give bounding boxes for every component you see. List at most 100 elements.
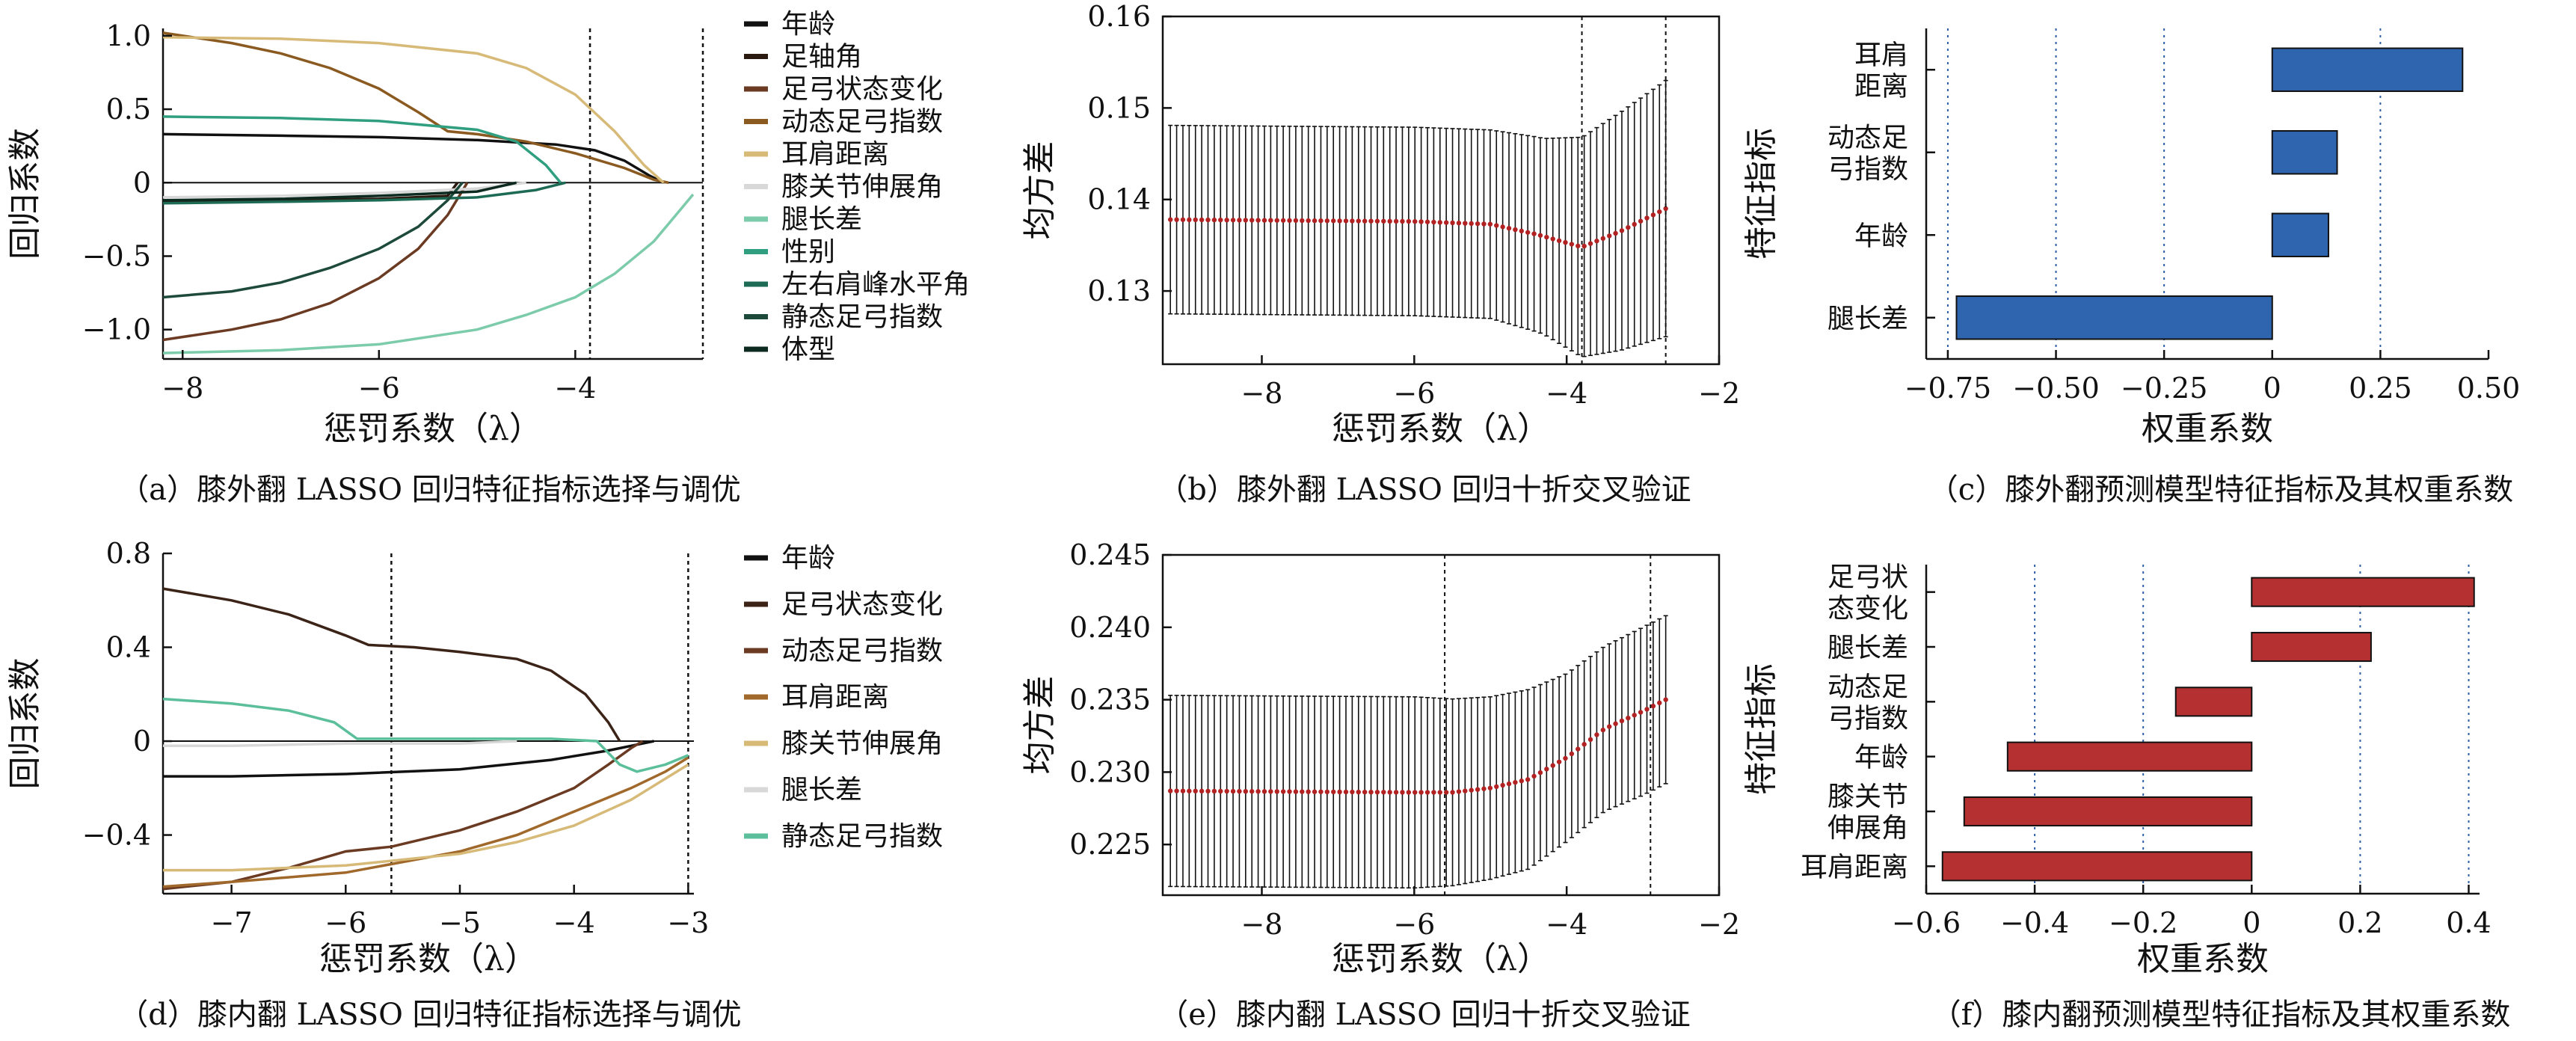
mse-point	[1199, 788, 1205, 794]
panel-caption: （b）膝外翻 LASSO 回归十折交叉验证	[1158, 473, 1691, 507]
x-tick-label: −4	[1546, 377, 1587, 410]
y-tick-label: 0.16	[1087, 0, 1151, 33]
mse-point	[1500, 782, 1505, 788]
mse-point	[1368, 218, 1374, 224]
category-label: 弓指数	[1828, 703, 1908, 734]
coef-path-1	[162, 132, 665, 184]
mse-point	[1619, 718, 1625, 724]
x-tick-label: −0.25	[2121, 372, 2207, 405]
mse-point	[1594, 732, 1599, 737]
x-tick-label: −4	[1546, 908, 1587, 941]
mse-point	[1569, 242, 1575, 247]
mse-point	[1519, 779, 1524, 784]
mse-point	[1563, 239, 1568, 245]
mse-point	[1249, 789, 1255, 794]
x-axis-label: 惩罚系数（λ）	[324, 410, 542, 448]
coef-path-9	[162, 181, 566, 205]
panel-a: （a）膝外翻 LASSO 回归特征指标选择与调优 惩罚系数（λ） 年龄足轴角足弓状态…	[6, 9, 970, 507]
mse-point	[1569, 751, 1575, 757]
mse-point	[1418, 790, 1424, 795]
mse-point	[1293, 789, 1299, 794]
mse-point	[1657, 700, 1662, 706]
y-axis-label: 特征指标	[1742, 663, 1780, 795]
y-tick-label: 0.240	[1069, 611, 1151, 644]
mse-point	[1443, 220, 1449, 225]
weight-bar	[1955, 295, 2273, 340]
coef-path-6	[163, 740, 517, 748]
mse-point	[1337, 789, 1342, 795]
mse-point	[1280, 789, 1286, 794]
mse-point	[1500, 224, 1505, 230]
coef-path-4	[162, 31, 669, 185]
x-tick-label: −6	[358, 372, 400, 405]
mse-point	[1300, 789, 1305, 794]
x-axis-label: 权重系数	[2137, 940, 2269, 978]
x-tick-label: −8	[1241, 377, 1282, 410]
y-axis-label: 回归系数	[6, 128, 44, 260]
mse-point	[1243, 218, 1249, 223]
mse-point	[1249, 218, 1255, 223]
mse-point	[1224, 788, 1229, 794]
mse-point	[1167, 217, 1173, 222]
y-tick-label: 0.230	[1069, 755, 1151, 788]
mse-point	[1400, 218, 1405, 224]
mse-point	[1437, 220, 1442, 225]
x-tick-label: 0.25	[2349, 372, 2412, 405]
panel-caption: （a）膝外翻 LASSO 回归特征指标选择与调优	[119, 473, 741, 507]
mse-point	[1362, 218, 1368, 224]
mse-point	[1650, 703, 1656, 709]
mse-point	[1638, 218, 1644, 224]
plot-frame	[1161, 15, 1721, 366]
y-tick-label: 0.4	[106, 631, 151, 664]
x-tick-label: −2	[1698, 908, 1740, 941]
weight-bar	[1941, 851, 2253, 882]
legend-label: 腿长差	[781, 775, 862, 805]
x-tick-label: −5	[439, 906, 481, 939]
mse-point	[1506, 226, 1512, 231]
mse-point	[1318, 218, 1324, 224]
legend-label: 左右肩峰水平角	[781, 269, 970, 300]
mse-point	[1187, 217, 1192, 223]
mse-point	[1318, 789, 1324, 794]
panel-caption: （e）膝内翻 LASSO 回归十折交叉验证	[1158, 998, 1690, 1032]
x-tick-label: −3	[667, 906, 709, 939]
legend-label: 年龄	[781, 543, 835, 574]
category-label: 年龄	[1854, 743, 1908, 773]
panel-b: （b）膝外翻 LASSO 回归十折交叉验证 惩罚系数（λ） −8 −6 −4 −2 0.13…	[1021, 0, 1740, 507]
legend-label: 体型	[781, 334, 835, 365]
mse-point	[1424, 219, 1430, 224]
mse-point	[1331, 789, 1336, 795]
weight-bar	[2271, 47, 2464, 92]
y-tick-label: 0	[133, 166, 151, 199]
x-tick-label: 0.50	[2457, 372, 2521, 405]
mse-point	[1237, 218, 1242, 223]
mse-point	[1274, 218, 1279, 223]
legend-label: 足弓状态变化	[781, 74, 943, 105]
mse-point	[1443, 790, 1449, 795]
weight-bar	[1963, 796, 2253, 827]
y-tick-label: 0.235	[1069, 684, 1151, 716]
mse-point	[1337, 218, 1342, 224]
mse-point	[1180, 217, 1186, 222]
mse-point	[1343, 789, 1349, 795]
mse-point	[1268, 218, 1273, 223]
mse-point	[1463, 788, 1468, 793]
mse-point	[1632, 221, 1637, 227]
x-axis-label: 惩罚系数（λ）	[1332, 940, 1550, 978]
x-tick-label: −0.4	[2000, 906, 2069, 939]
legend-label: 耳肩距离	[781, 139, 889, 170]
mse-point	[1576, 243, 1581, 249]
mse-point	[1513, 227, 1518, 233]
mse-point	[1356, 789, 1361, 795]
y-tick-label: 0.14	[1087, 183, 1151, 216]
mse-point	[1224, 218, 1229, 223]
mse-point	[1587, 241, 1593, 246]
y-tick-label: 1.0	[106, 19, 151, 52]
mse-point	[1556, 238, 1562, 244]
mse-point	[1481, 786, 1487, 791]
legend-label: 年龄	[781, 9, 835, 40]
x-tick-label: −0.2	[2109, 906, 2177, 939]
mse-point	[1393, 218, 1399, 224]
